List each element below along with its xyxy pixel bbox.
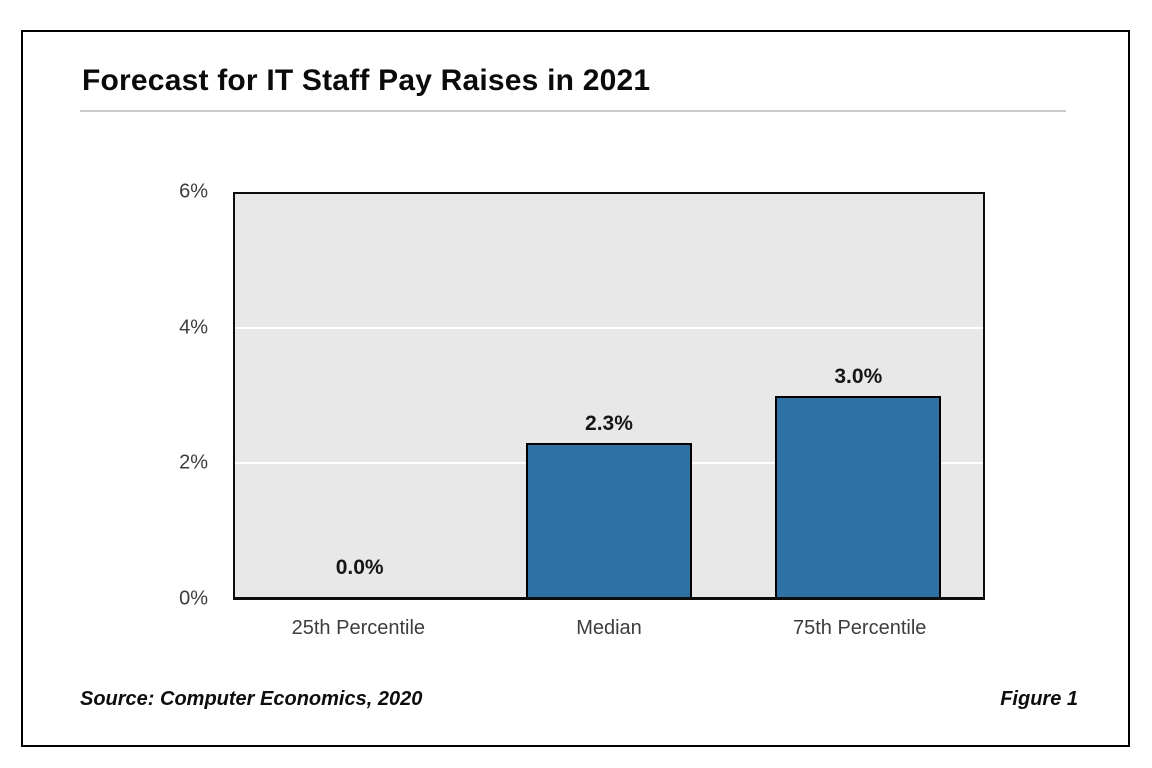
- x-axis-category-labels: 25th Percentile Median 75th Percentile: [233, 617, 985, 640]
- title-underline-rule: [80, 110, 1066, 112]
- bar-value-label: 2.3%: [585, 411, 633, 435]
- y-tick-label: 6%: [179, 180, 208, 203]
- y-tick-label: 4%: [179, 316, 208, 339]
- source-note: Source: Computer Economics, 2020: [80, 688, 423, 710]
- y-tick-label: 2%: [179, 451, 208, 474]
- bar-slot: 3.0%: [734, 194, 983, 597]
- chart-title: Forecast for IT Staff Pay Raises in 2021: [82, 64, 651, 97]
- bar-slot: 0.0%: [235, 194, 484, 597]
- bar-value-label: 0.0%: [335, 556, 384, 579]
- bar-value-label: 3.0%: [834, 364, 883, 388]
- x-category-label: 75th Percentile: [792, 617, 927, 639]
- y-axis-tick-labels: 0% 2% 4% 6%: [120, 181, 208, 610]
- x-category-label: 25th Percentile: [291, 617, 426, 639]
- figure-number-label: Figure 1: [1000, 688, 1078, 710]
- x-category-label: Median: [576, 617, 642, 639]
- bar-slot: 2.3%: [484, 194, 733, 597]
- bar: [525, 442, 692, 597]
- y-tick-label: 0%: [179, 587, 208, 610]
- gridline: [235, 327, 983, 330]
- plot-area: 0.0% 2.3% 3.0%: [233, 192, 985, 600]
- bars-layer: 0.0% 2.3% 3.0%: [235, 194, 983, 597]
- bar: [775, 395, 942, 597]
